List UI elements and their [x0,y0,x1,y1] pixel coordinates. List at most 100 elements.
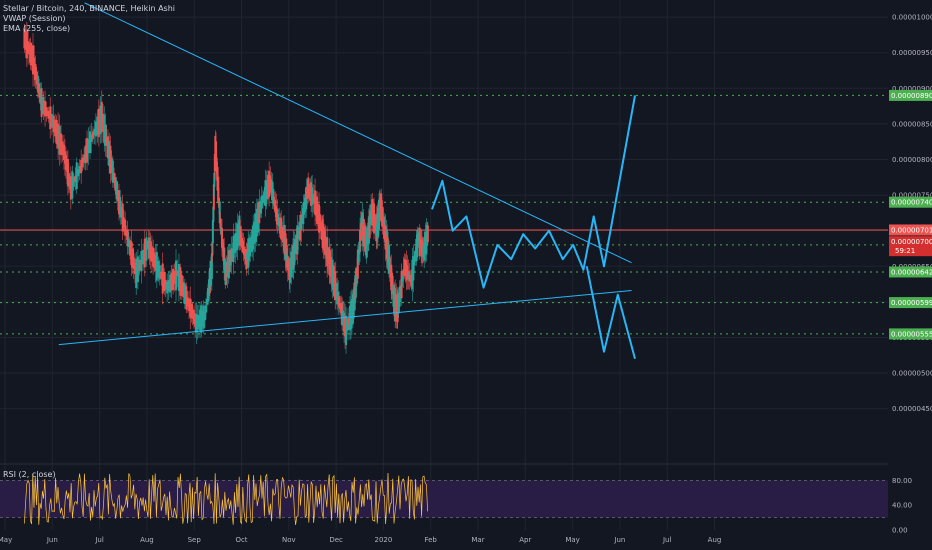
candle-body [91,131,94,139]
candle-body [204,311,206,321]
candle-body [169,274,172,293]
candle-body [215,141,218,172]
candle-body [106,136,109,159]
candle-body [119,196,122,218]
candle-body [259,201,262,214]
legend-vwap[interactable]: VWAP (Session) [3,14,66,23]
candle-body [398,286,401,307]
candle-body [202,305,205,329]
candle-body [285,238,288,268]
candle-body [197,315,200,328]
x-tick-label: Sep [188,536,202,544]
candle-body [78,166,81,174]
candle-body [268,170,271,197]
projection-path [431,95,636,360]
y-tick-label: 0.00001000 [892,14,932,22]
candle-body [265,180,268,200]
level-badge-label: 0.00000555 [891,330,932,338]
candle-body [357,250,360,262]
candle-body [204,305,207,313]
x-tick-label: May [565,536,579,544]
candle-body [60,133,63,156]
candle-body [211,220,214,244]
candle-body [133,262,136,275]
candle-body [30,47,33,66]
rsi-legend[interactable]: RSI (2, close) [3,470,56,479]
candle-body [194,313,197,327]
candle-body [347,318,350,331]
candle-body [149,241,152,261]
candle-body [29,42,32,65]
trendlines [58,2,632,346]
candle-body [131,248,134,268]
candle-body [69,176,72,200]
candle-body [126,229,129,247]
candle-body [401,275,404,282]
candle-body [195,313,198,333]
candle-body [120,207,123,218]
candle-body [136,256,139,283]
level-badge [889,297,932,309]
candle-body [212,184,215,210]
descending-resistance-line [84,2,632,264]
candle-body [33,57,36,75]
candle-body [124,219,127,236]
level-badge-label: 0.00000740 [891,199,932,207]
candle-body [72,176,75,187]
candle-body [191,309,194,319]
y-tick-label: 0.00000950 [892,49,932,57]
candle-body [164,279,167,290]
candle-body [115,180,118,200]
candle-body [148,237,151,259]
candle-body [167,280,170,292]
candle-body [388,258,391,273]
candle-body [200,305,203,333]
x-tick-label: Nov [282,536,296,544]
price-line-label: 0.00000701 [891,226,932,234]
candle-body [89,131,92,154]
candle-body [218,198,221,205]
candle-body [154,255,157,271]
candle-body [253,221,256,244]
horizontal-levels [0,94,888,335]
y-tick-label: 0.00000800 [892,156,932,164]
projection-branch-path [585,266,636,360]
x-tick-label: Jul [662,536,672,544]
candle-body [390,272,393,295]
candle-body [177,264,180,291]
x-tick-label: Oct [235,536,247,544]
x-tick-label: Aug [140,536,154,544]
candle-body [66,158,69,187]
candle-body [296,225,299,255]
candle-body [196,314,199,330]
candle-body [105,137,108,145]
candle-body [80,160,83,174]
price-line-badge [889,224,932,236]
candle-body [111,160,114,183]
candle-body [57,123,60,149]
candle-body [334,271,337,301]
candle-body [172,268,175,291]
candle-body [219,218,222,229]
candle-body [86,138,89,163]
y-tick-label: 0.00000500 [892,370,932,378]
time-axis[interactable]: May Jun Jul Aug Sep Oct Nov Dec 2020 Feb Mar Apr May… [0,536,721,544]
candle-body [132,257,135,269]
candle-body [210,253,213,280]
price-axis[interactable]: 0.00001000 0.00000950 0.00000900 0.00000850… [889,14,932,535]
candle-body [252,226,255,250]
legend-title[interactable]: Stellar / Bitcoin, 240, BINANCE, Heikin … [3,4,176,13]
candle-body [213,154,216,171]
level-badge [889,266,932,278]
candle-body [28,46,31,55]
candle-body [161,263,164,294]
candle-body [158,265,161,280]
candle-body [108,140,111,166]
x-tick-label: Jun [46,536,58,544]
x-tick-label: Dec [329,536,343,544]
candle-body [157,260,160,278]
candle-body [264,180,267,206]
candle-body [211,242,214,256]
legend-ema[interactable]: EMA (255, close) [3,24,71,33]
